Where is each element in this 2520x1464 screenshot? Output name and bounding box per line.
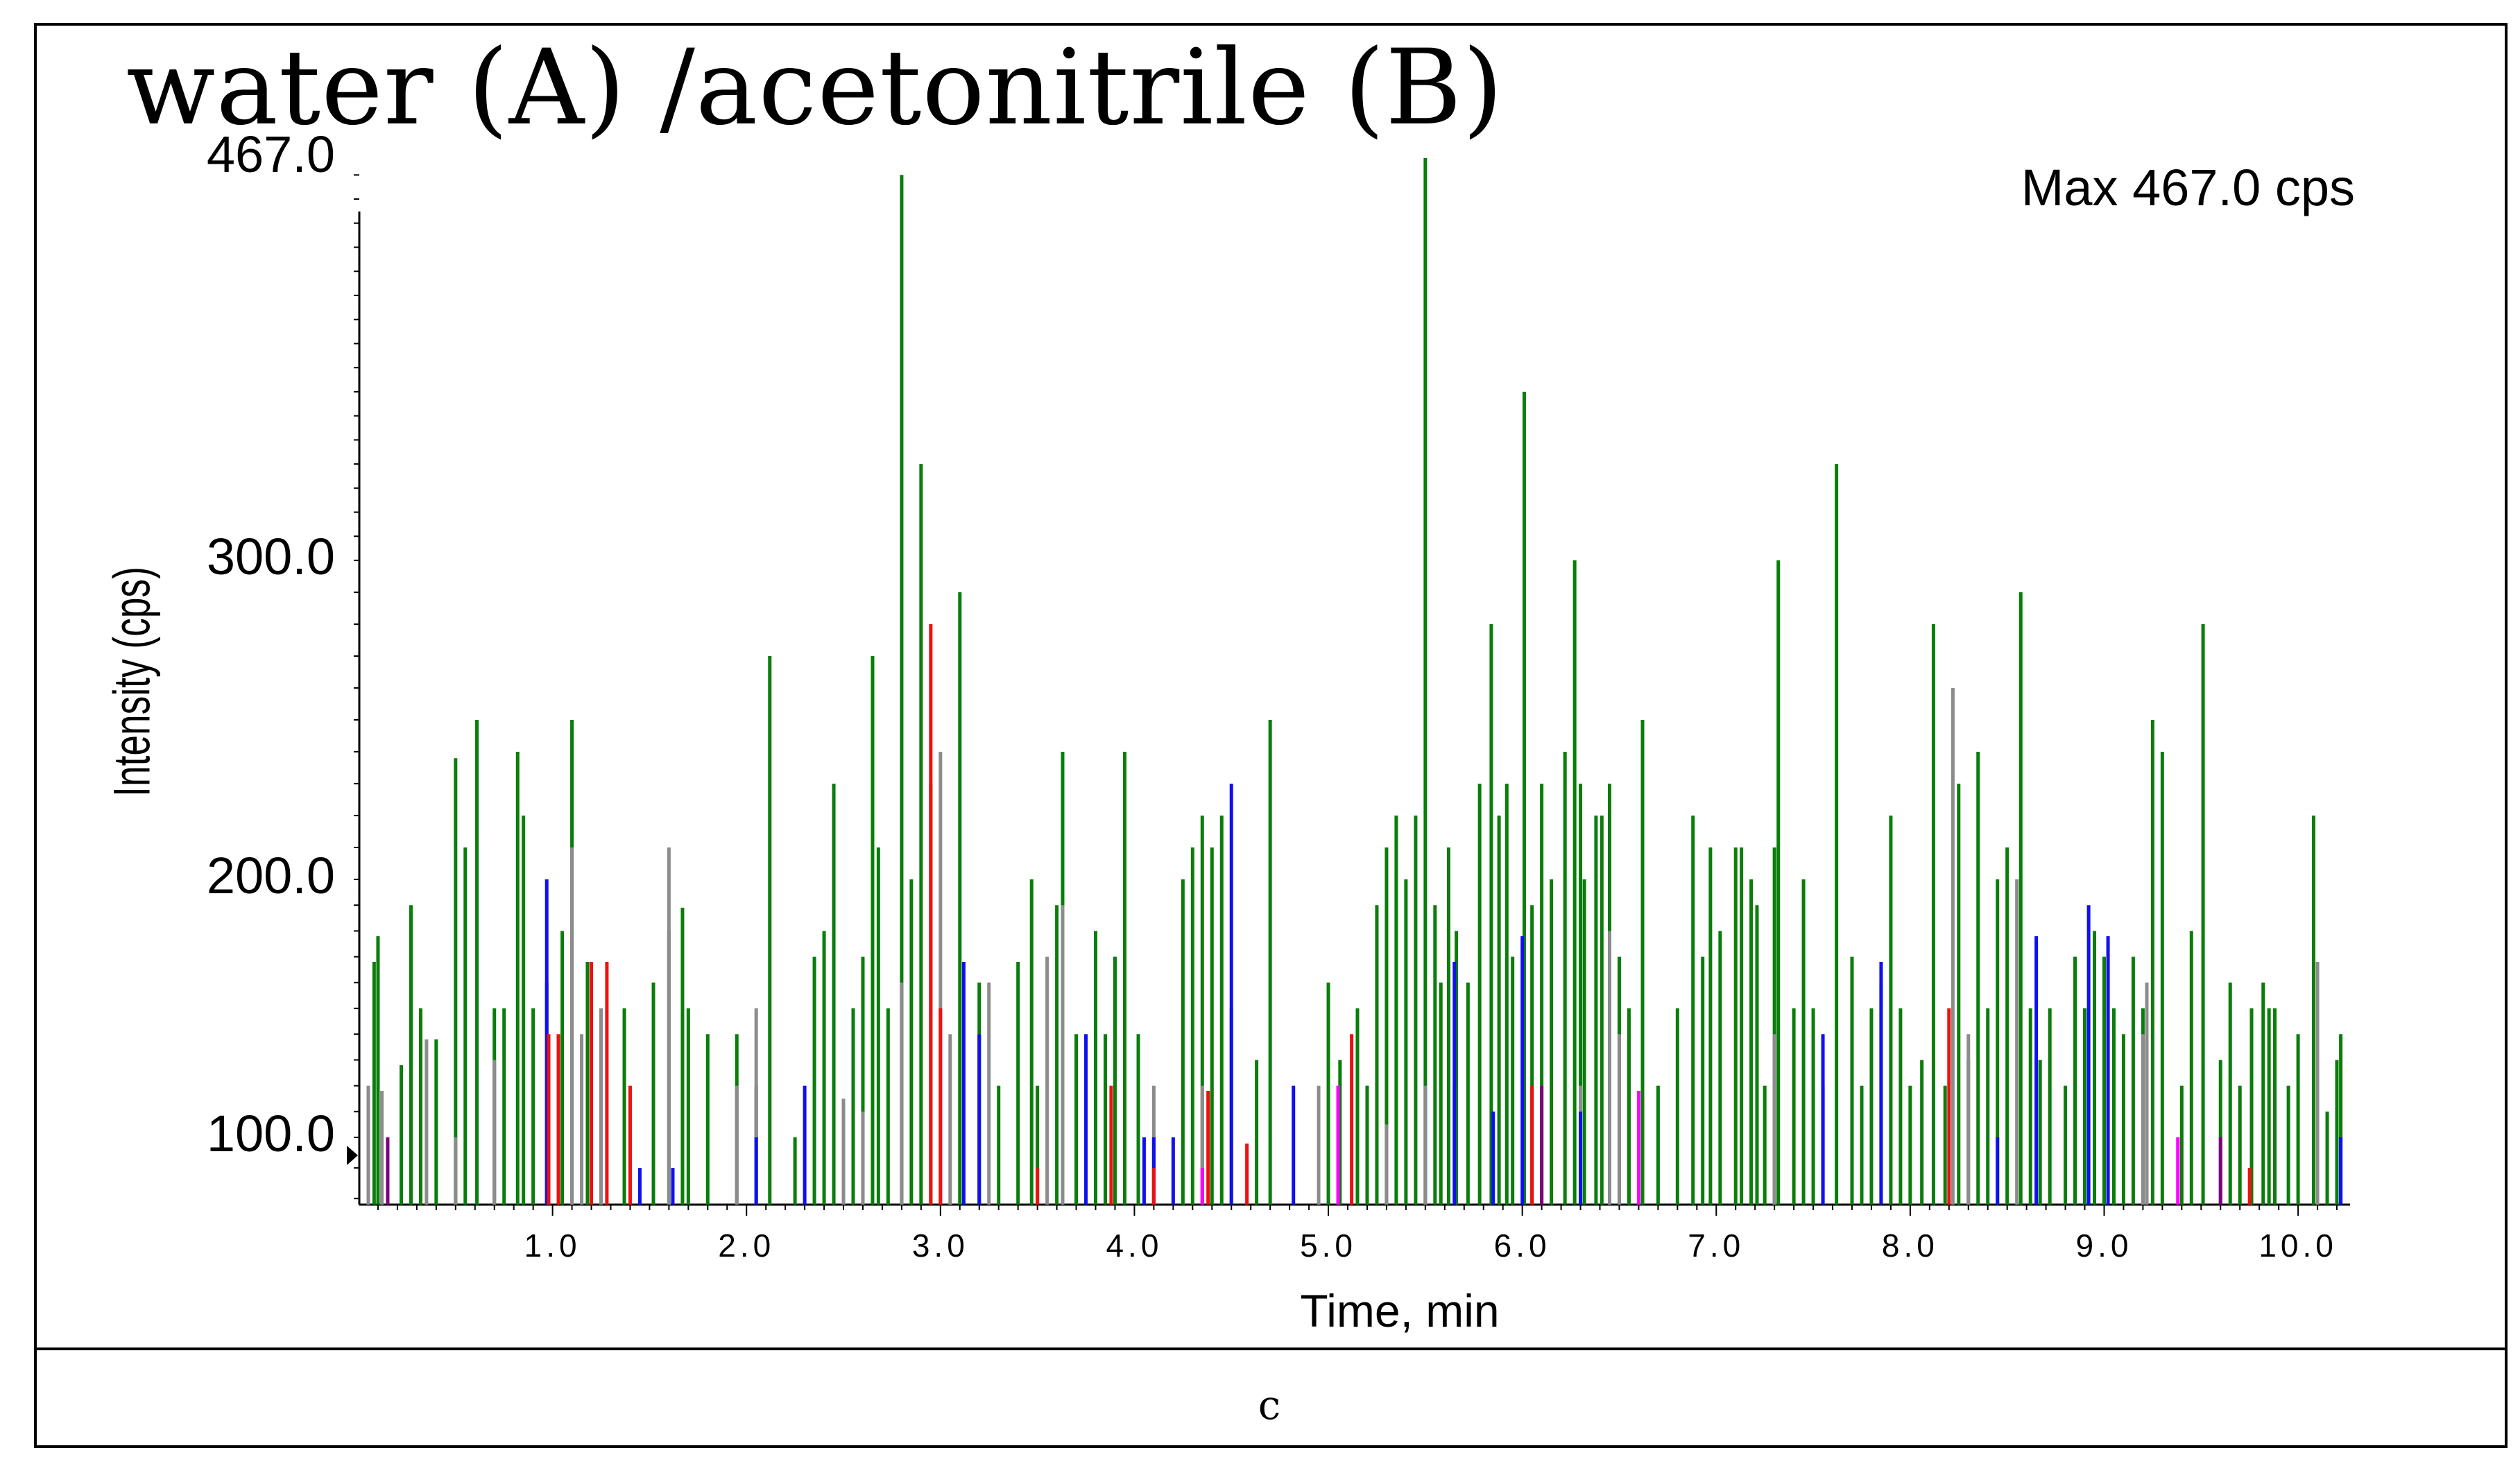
y-tick-label: 100.0 — [206, 1105, 335, 1162]
x-tick-label: 10.0 — [2258, 1228, 2338, 1264]
x-tick-label: 2.0 — [718, 1228, 775, 1264]
baseline-marker — [347, 1146, 358, 1165]
x-tick-label: 7.0 — [1688, 1228, 1745, 1264]
x-tick-label: 4.0 — [1106, 1228, 1163, 1264]
x-tick-label: 9.0 — [2076, 1228, 2133, 1264]
x-tick-label: 1.0 — [524, 1228, 581, 1264]
x-axis-label: Time, min — [1300, 1285, 1500, 1336]
max-intensity-label: Max 467.0 cps — [2021, 159, 2355, 216]
y-tick-label: 200.0 — [206, 847, 335, 904]
x-tick-label: 5.0 — [1300, 1228, 1357, 1264]
x-tick-label: 3.0 — [912, 1228, 969, 1264]
figure-caption: c — [1258, 1381, 1281, 1429]
y-tick-label: 300.0 — [206, 528, 335, 585]
x-tick-label: 8.0 — [1882, 1228, 1939, 1264]
chart-title: water (A) /acetonitrile (B) — [126, 28, 1504, 148]
caption-divider — [34, 1347, 2508, 1350]
x-tick-label: 6.0 — [1494, 1228, 1551, 1264]
y-tick-label: 467.0 — [206, 126, 335, 183]
figure-frame — [34, 23, 2508, 1448]
